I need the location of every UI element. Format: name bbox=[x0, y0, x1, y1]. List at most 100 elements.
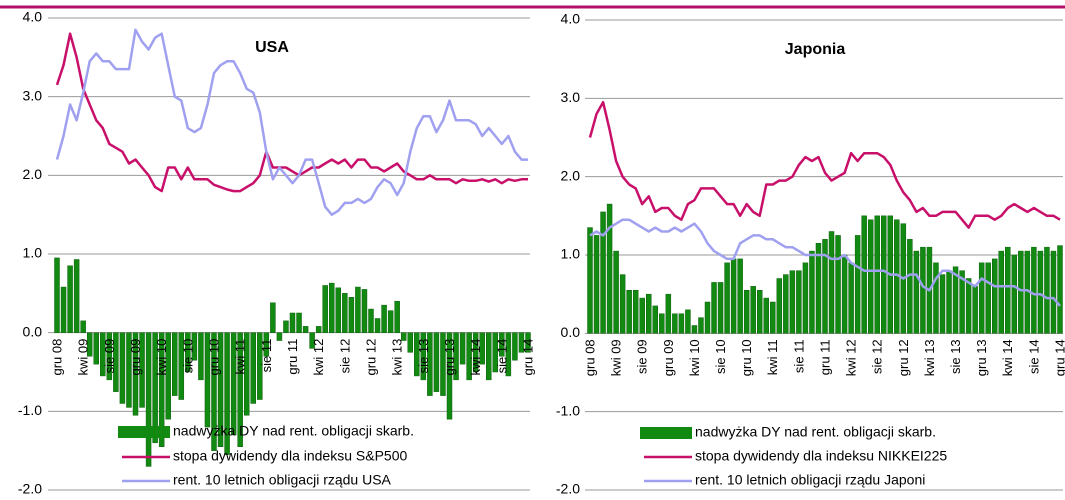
bar bbox=[613, 250, 619, 334]
bar bbox=[1037, 250, 1044, 334]
bar bbox=[67, 265, 73, 333]
x-tick-label: kwi 14 bbox=[468, 339, 483, 376]
bar bbox=[54, 257, 60, 333]
line bbox=[55, 28, 528, 216]
bar bbox=[920, 246, 926, 334]
bar bbox=[867, 219, 874, 334]
x-tick-label: sie 11 bbox=[259, 339, 274, 373]
bar bbox=[652, 305, 659, 334]
y-tick-label: 1.0 bbox=[23, 245, 43, 261]
bar bbox=[145, 332, 152, 467]
x-tick-label: gru 14 bbox=[520, 339, 535, 376]
bar bbox=[152, 332, 158, 444]
x-tick-label: kwi 14 bbox=[1000, 339, 1015, 376]
bar bbox=[132, 332, 139, 416]
bar bbox=[348, 297, 355, 333]
bar bbox=[342, 293, 348, 333]
bar bbox=[217, 332, 224, 447]
bar bbox=[106, 332, 113, 381]
bar bbox=[600, 211, 606, 334]
y-tick-label: 1.0 bbox=[561, 246, 581, 262]
bar bbox=[632, 290, 639, 334]
bar bbox=[1011, 254, 1018, 334]
x-tick-label: gru 09 bbox=[128, 339, 143, 376]
bar bbox=[518, 332, 525, 353]
bar bbox=[991, 258, 998, 334]
bar bbox=[459, 332, 466, 365]
bar bbox=[505, 332, 512, 377]
x-tick-label: sie 13 bbox=[948, 339, 963, 374]
bar bbox=[270, 302, 276, 333]
bar bbox=[335, 287, 342, 333]
bar bbox=[1031, 246, 1037, 334]
bar bbox=[119, 332, 126, 404]
x-tick-label: gru 12 bbox=[363, 339, 378, 376]
x-tick-label: gru 08 bbox=[582, 339, 597, 376]
y-tick-label: 3.0 bbox=[561, 89, 581, 105]
bar bbox=[724, 262, 730, 334]
bar bbox=[211, 332, 217, 451]
line bbox=[588, 100, 1061, 229]
bar bbox=[126, 332, 132, 408]
bar bbox=[394, 300, 400, 333]
bar bbox=[172, 332, 178, 396]
line bbox=[589, 218, 1061, 307]
bar bbox=[593, 235, 600, 334]
bar bbox=[407, 332, 413, 353]
bar bbox=[691, 325, 698, 334]
x-tick-label: gru 10 bbox=[206, 339, 221, 376]
bar bbox=[841, 254, 848, 334]
bar bbox=[1050, 250, 1057, 334]
y-tick-label: -1.0 bbox=[18, 402, 42, 418]
bar bbox=[178, 332, 185, 400]
bar bbox=[672, 313, 678, 334]
bar bbox=[1018, 250, 1024, 334]
x-tick-label: gru 13 bbox=[974, 339, 989, 376]
bar bbox=[776, 278, 783, 334]
bar bbox=[374, 318, 381, 333]
bar bbox=[302, 326, 309, 333]
x-tick-label: kwi 13 bbox=[390, 339, 405, 376]
bar bbox=[466, 332, 472, 381]
bar bbox=[492, 332, 499, 373]
bar bbox=[796, 270, 802, 334]
bar bbox=[952, 266, 959, 334]
bar bbox=[972, 286, 978, 334]
bar bbox=[881, 215, 887, 334]
bar bbox=[933, 262, 939, 334]
legend-label: stopa dywidendy dla indeksu S&P500 bbox=[173, 448, 407, 464]
x-tick-label: gru 11 bbox=[285, 339, 300, 375]
bar bbox=[165, 332, 171, 420]
bar bbox=[499, 332, 505, 357]
x-tick-label: kwi 11 bbox=[233, 339, 248, 375]
legend-label: rent. 10 letnich obligacji rządu USA bbox=[173, 472, 392, 488]
bar bbox=[646, 293, 652, 334]
y-tick-label: -2.0 bbox=[556, 481, 580, 497]
bar bbox=[587, 227, 593, 334]
bar bbox=[309, 332, 315, 349]
bar bbox=[100, 332, 106, 377]
legend-swatch bbox=[640, 427, 692, 439]
x-tick-label: kwi 12 bbox=[844, 339, 859, 376]
x-tick-label: gru 11 bbox=[817, 339, 832, 375]
bar bbox=[822, 239, 828, 334]
bar bbox=[420, 332, 427, 381]
bar bbox=[861, 215, 867, 334]
y-tick-label: 2.0 bbox=[561, 167, 581, 183]
bar bbox=[704, 301, 711, 334]
bar bbox=[659, 313, 665, 334]
bar bbox=[237, 332, 243, 447]
bar bbox=[730, 258, 737, 334]
bar bbox=[809, 250, 815, 334]
bar bbox=[626, 290, 632, 334]
bar bbox=[381, 304, 387, 333]
bar bbox=[250, 332, 256, 404]
bar bbox=[802, 262, 809, 334]
bar bbox=[756, 290, 763, 334]
bar bbox=[959, 270, 965, 334]
bar bbox=[296, 312, 302, 333]
x-tick-label: sie 14 bbox=[1026, 339, 1041, 374]
bar bbox=[1005, 246, 1011, 334]
bar bbox=[86, 332, 93, 357]
